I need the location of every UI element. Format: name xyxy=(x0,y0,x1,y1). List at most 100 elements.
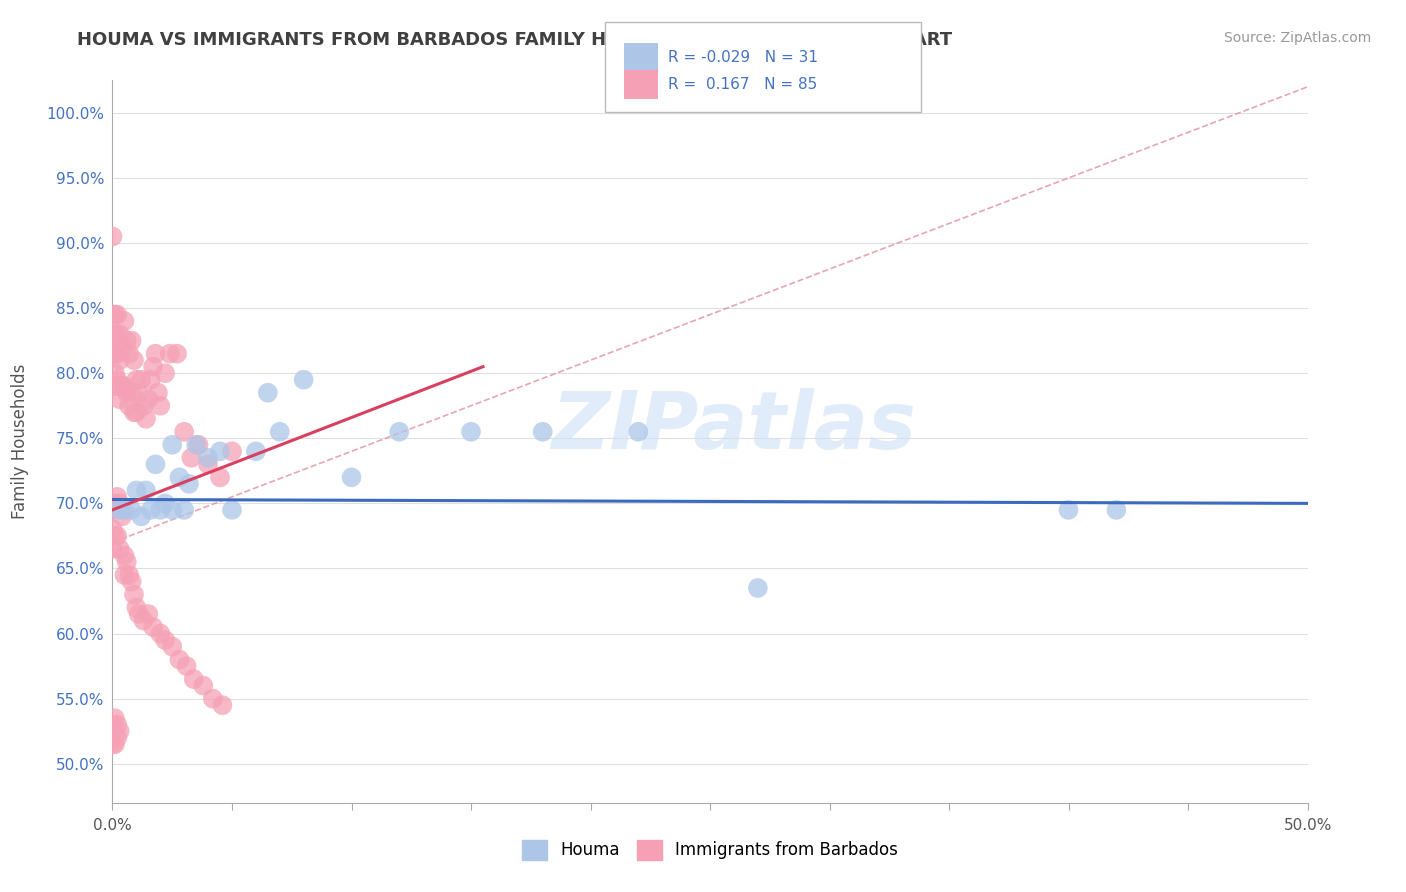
Point xyxy=(122,405,145,419)
Point xyxy=(101,541,124,556)
Point xyxy=(132,614,155,628)
Point xyxy=(108,496,131,510)
Point xyxy=(105,529,128,543)
Point xyxy=(101,229,124,244)
Point xyxy=(104,327,127,342)
Point xyxy=(108,541,131,556)
Point xyxy=(193,679,215,693)
Point xyxy=(531,425,554,439)
Point xyxy=(122,587,145,601)
Point xyxy=(159,346,181,360)
Point xyxy=(101,503,124,517)
Point xyxy=(166,346,188,360)
Point xyxy=(108,327,131,342)
Point xyxy=(111,379,134,393)
Point xyxy=(104,346,127,360)
Text: R = -0.029   N = 31: R = -0.029 N = 31 xyxy=(668,50,818,65)
Point xyxy=(149,399,172,413)
Point xyxy=(627,425,650,439)
Point xyxy=(108,724,131,739)
Point xyxy=(114,568,135,582)
Point xyxy=(149,503,172,517)
Point xyxy=(388,425,411,439)
Text: ZIPatlas: ZIPatlas xyxy=(551,388,917,467)
Point xyxy=(1057,503,1080,517)
Point xyxy=(104,308,127,322)
Point xyxy=(269,425,291,439)
Point xyxy=(125,483,148,498)
Point xyxy=(187,438,209,452)
Point xyxy=(121,574,143,589)
Point xyxy=(132,399,155,413)
Point xyxy=(153,366,176,380)
Point xyxy=(169,652,191,666)
Point xyxy=(104,379,127,393)
Point xyxy=(104,711,127,725)
Point xyxy=(104,529,127,543)
Point xyxy=(340,470,363,484)
Point xyxy=(145,346,167,360)
Point xyxy=(125,373,148,387)
Point xyxy=(121,334,143,348)
Point xyxy=(118,568,141,582)
Point xyxy=(114,379,135,393)
Point xyxy=(114,549,135,563)
Point xyxy=(211,698,233,713)
Point xyxy=(104,366,127,380)
Point xyxy=(125,600,148,615)
Point xyxy=(169,470,191,484)
Point xyxy=(257,385,280,400)
Point xyxy=(114,503,135,517)
Point xyxy=(129,509,152,524)
Point xyxy=(142,359,165,374)
Point xyxy=(173,425,195,439)
Point xyxy=(1105,503,1128,517)
Point xyxy=(108,353,131,368)
Point xyxy=(162,503,183,517)
Point xyxy=(115,334,138,348)
Point xyxy=(101,717,124,731)
Y-axis label: Family Households: Family Households xyxy=(11,364,30,519)
Point xyxy=(129,373,152,387)
Point xyxy=(105,346,128,360)
Point xyxy=(153,496,176,510)
Point xyxy=(105,308,128,322)
Point xyxy=(177,476,200,491)
Point xyxy=(104,496,127,510)
Point xyxy=(121,503,143,517)
Point xyxy=(118,346,141,360)
Point xyxy=(747,581,769,595)
Point xyxy=(197,458,219,472)
Point xyxy=(111,340,134,354)
Point xyxy=(115,385,138,400)
Point xyxy=(162,438,183,452)
Point xyxy=(142,620,165,634)
Point xyxy=(115,555,138,569)
Point xyxy=(108,503,131,517)
Point xyxy=(460,425,482,439)
Point xyxy=(145,458,167,472)
Point xyxy=(122,353,145,368)
Point xyxy=(114,314,135,328)
Text: Source: ZipAtlas.com: Source: ZipAtlas.com xyxy=(1223,31,1371,45)
Point xyxy=(105,490,128,504)
Point xyxy=(176,659,198,673)
Point xyxy=(128,385,150,400)
Point xyxy=(146,385,169,400)
Point xyxy=(209,470,232,484)
Point xyxy=(105,717,128,731)
Point xyxy=(101,523,124,537)
Point xyxy=(128,607,150,621)
Point xyxy=(135,483,157,498)
Point xyxy=(139,503,162,517)
Point xyxy=(135,411,157,425)
Point xyxy=(173,503,195,517)
Text: HOUMA VS IMMIGRANTS FROM BARBADOS FAMILY HOUSEHOLDS CORRELATION CHART: HOUMA VS IMMIGRANTS FROM BARBADOS FAMILY… xyxy=(77,31,952,49)
Point xyxy=(138,607,160,621)
Point xyxy=(209,444,232,458)
Point xyxy=(139,373,162,387)
Point xyxy=(201,691,224,706)
Point xyxy=(138,392,160,407)
Point xyxy=(197,450,219,465)
Point xyxy=(101,737,124,751)
